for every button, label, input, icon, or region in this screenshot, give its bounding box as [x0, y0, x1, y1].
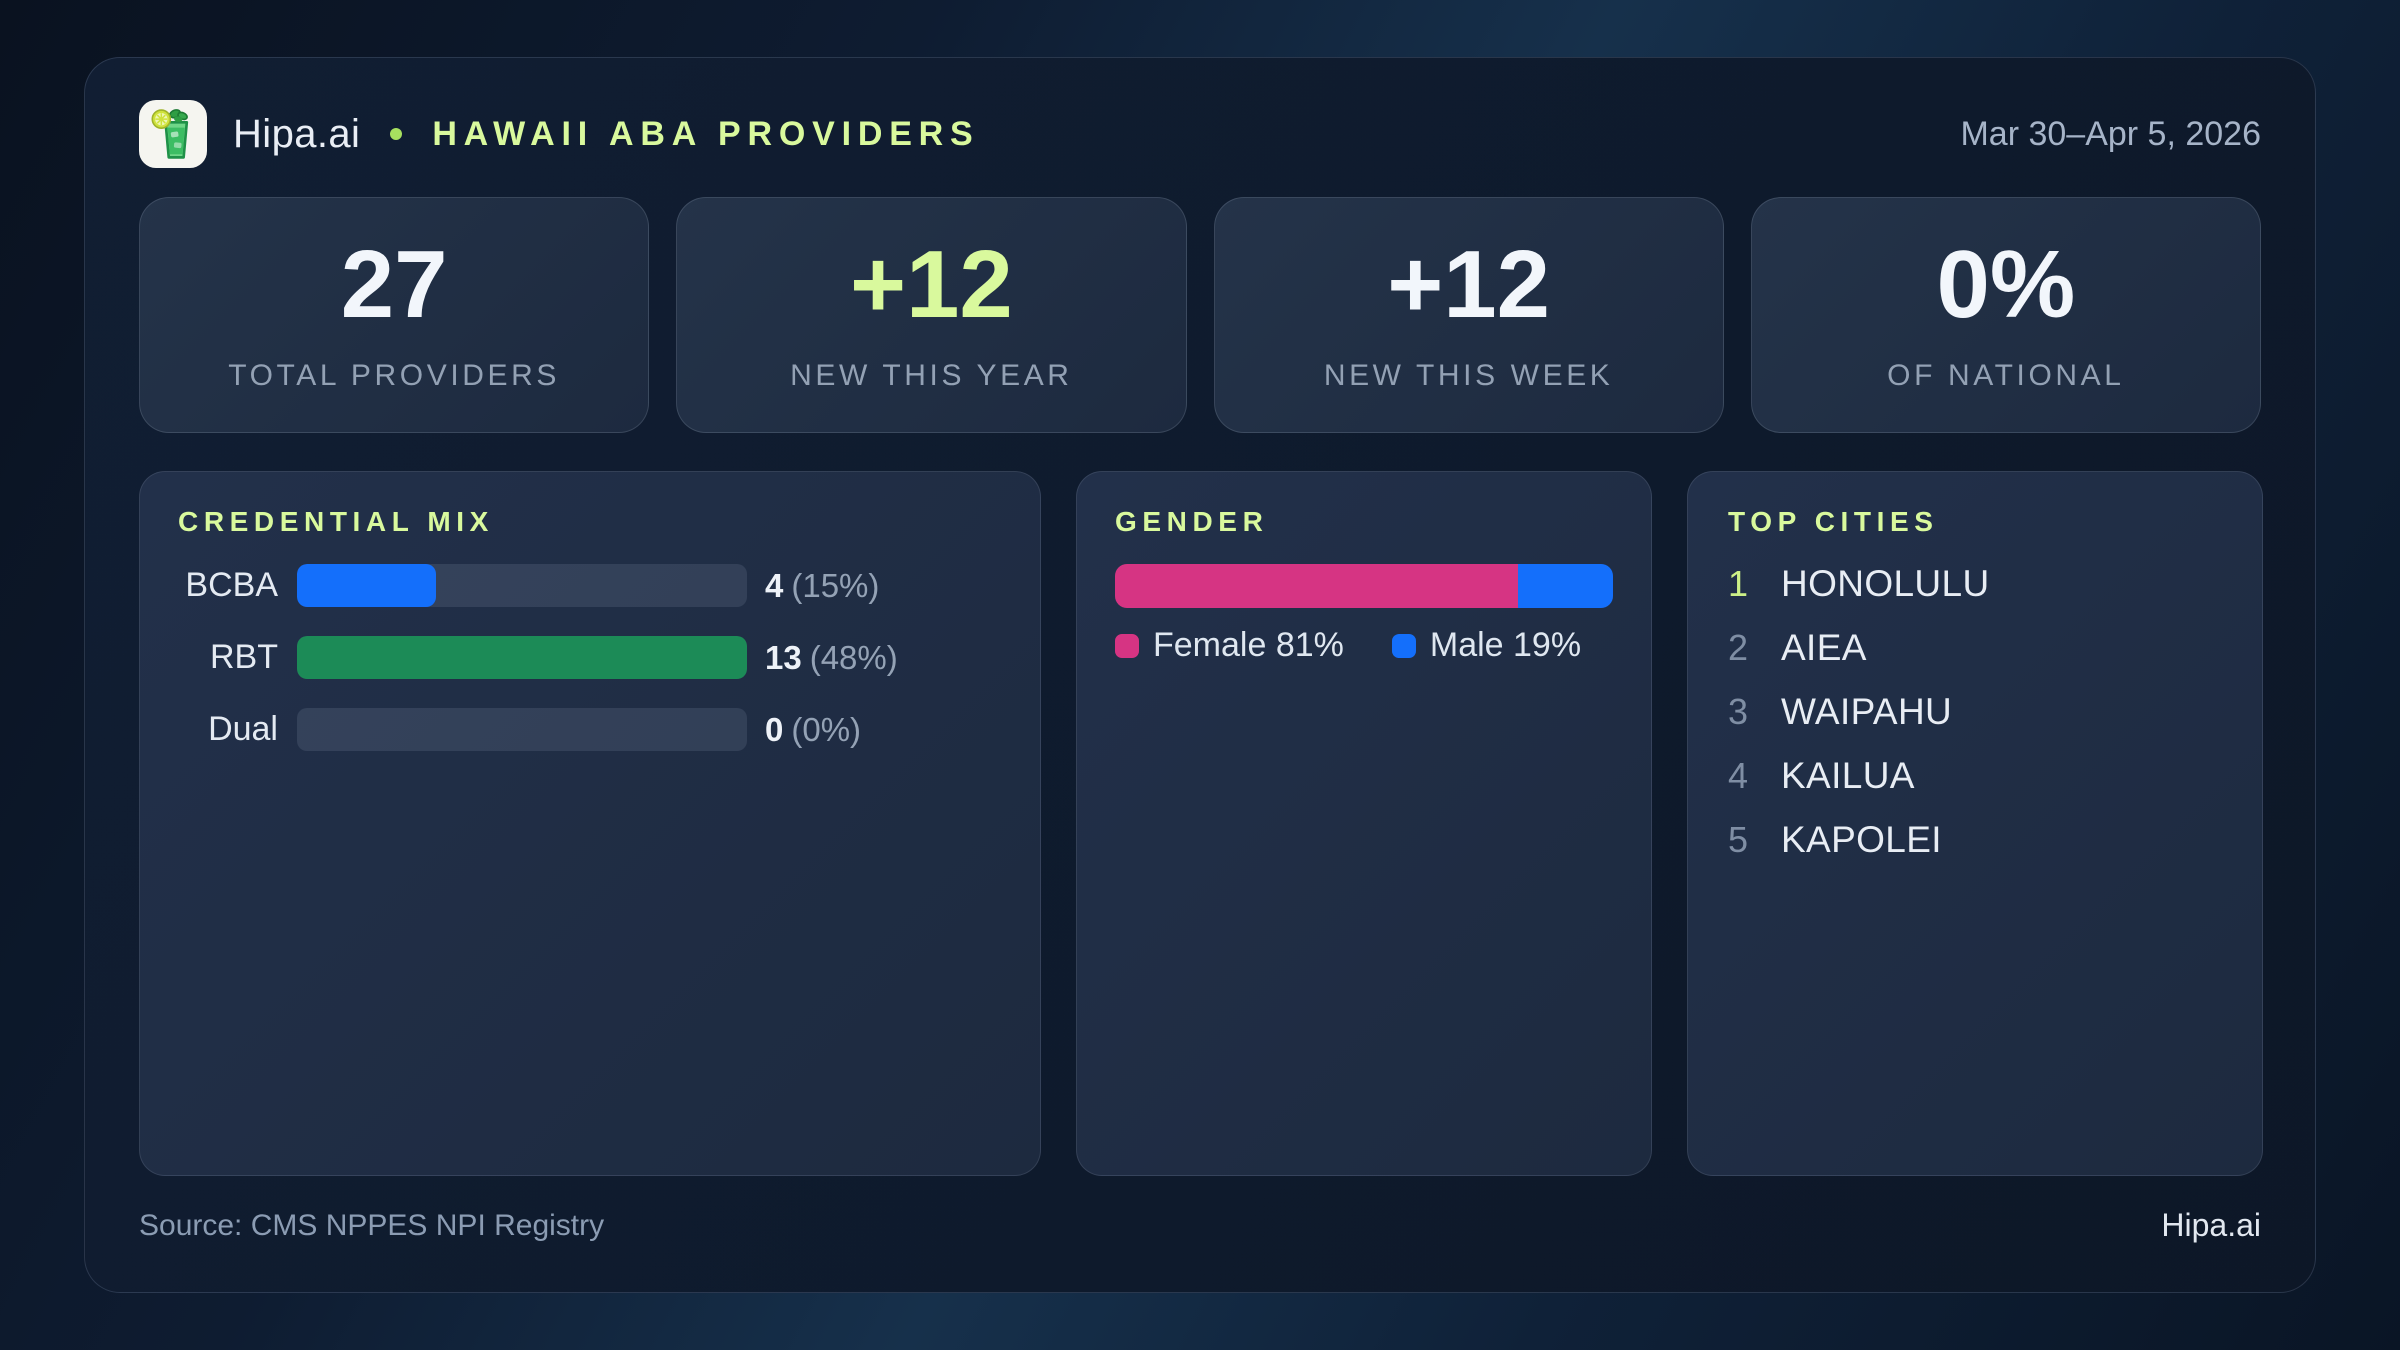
- brand-name: Hipa.ai: [233, 111, 361, 156]
- bar-track: [297, 636, 747, 679]
- city-name: KAPOLEI: [1781, 819, 1942, 860]
- bar-percent: (15%): [791, 566, 880, 604]
- bar-row-dual: Dual 0 (0%): [178, 708, 1002, 751]
- gender-segment-female: [1115, 564, 1519, 608]
- credential-bar-chart: BCBA 4 (15%) RBT 13 (48%) Dual 0 (0%): [178, 564, 1002, 751]
- stat-label: TOTAL PROVIDERS: [228, 359, 561, 392]
- stat-card-new-this-week: +12 NEW THIS WEEK: [1213, 197, 1724, 433]
- panel-gender: GENDER Female 81% Male 19%: [1076, 471, 1652, 1176]
- bar-label: BCBA: [185, 566, 278, 604]
- bar-value: 0 (0%): [765, 710, 862, 748]
- panel-title: CREDENTIAL MIX: [178, 506, 494, 537]
- city-rank: 1: [1728, 563, 1749, 604]
- gender-legend: Female 81% Male 19%: [1115, 626, 1613, 665]
- city-name: AIEA: [1781, 627, 1867, 668]
- bar-track: [297, 564, 747, 607]
- gender-segment-male: [1518, 564, 1613, 608]
- legend-item-female: Female 81%: [1115, 626, 1344, 665]
- stat-value: +12: [1387, 231, 1551, 338]
- stat-card-total-providers: 27 TOTAL PROVIDERS: [139, 197, 650, 433]
- bar-fill: [297, 564, 436, 607]
- stat-card-of-national: 0% OF NATIONAL: [1750, 197, 2261, 433]
- city-name: WAIPAHU: [1781, 691, 1953, 732]
- dashboard-card: Hipa.ai HAWAII ABA PROVIDERS Mar 30–Apr …: [84, 57, 2316, 1293]
- bar-fill: [297, 636, 747, 679]
- date-range: Mar 30–Apr 5, 2026: [1960, 114, 2261, 153]
- bar-label: RBT: [210, 638, 278, 676]
- footer-source: Source: CMS NPPES NPI Registry: [139, 1208, 605, 1242]
- city-row: 1 HONOLULU: [1728, 563, 2224, 604]
- city-rank: 2: [1728, 627, 1749, 668]
- legend-label: Female 81%: [1153, 626, 1344, 664]
- bar-row-rbt: RBT 13 (48%): [178, 636, 1002, 679]
- panel-title: GENDER: [1115, 506, 1269, 537]
- bar-track: [297, 708, 747, 751]
- city-name: KAILUA: [1781, 755, 1915, 796]
- panel-title: TOP CITIES: [1728, 506, 1939, 537]
- stat-label: OF NATIONAL: [1887, 359, 2125, 392]
- city-row: 4 KAILUA: [1728, 755, 2224, 796]
- bar-percent: (0%): [791, 710, 862, 748]
- legend-item-male: Male 19%: [1391, 626, 1582, 665]
- stat-value: +12: [849, 231, 1013, 338]
- city-rank: 3: [1728, 691, 1749, 732]
- city-rank: 4: [1728, 755, 1749, 796]
- city-row: 3 WAIPAHU: [1728, 691, 2224, 732]
- footer-brand: Hipa.ai: [2161, 1207, 2261, 1243]
- male-swatch-icon: [1391, 633, 1416, 658]
- stat-card-new-this-year: +12 NEW THIS YEAR: [676, 197, 1187, 433]
- stat-label: NEW THIS YEAR: [790, 359, 1073, 392]
- footer: Source: CMS NPPES NPI Registry Hipa.ai: [139, 1207, 2261, 1292]
- panel-credential-mix: CREDENTIAL MIX BCBA 4 (15%) RBT 13 (48%) D…: [139, 471, 1041, 1176]
- header: Hipa.ai HAWAII ABA PROVIDERS Mar 30–Apr …: [139, 86, 2261, 182]
- female-swatch-icon: [1115, 633, 1139, 658]
- gender-stacked-bar: [1115, 564, 1613, 608]
- bar-label: Dual: [208, 710, 278, 748]
- bar-value: 4 (15%): [765, 566, 880, 604]
- bar-row-bcba: BCBA 4 (15%): [178, 564, 1002, 607]
- city-rank: 5: [1728, 819, 1749, 860]
- stat-value: 27: [340, 231, 448, 338]
- panels-row: CREDENTIAL MIX BCBA 4 (15%) RBT 13 (48%) D…: [139, 471, 2263, 1176]
- bar-percent: (48%): [809, 638, 898, 676]
- separator-dot-icon: [390, 128, 403, 140]
- city-name: HONOLULU: [1781, 563, 1990, 604]
- top-cities-list: 1 HONOLULU 2 AIEA 3 WAIPAHU 4 KAILUA 5: [1728, 563, 2224, 860]
- stat-label: NEW THIS WEEK: [1323, 359, 1614, 392]
- legend-label: Male 19%: [1429, 626, 1582, 664]
- city-row: 5 KAPOLEI: [1728, 819, 2224, 860]
- city-row: 2 AIEA: [1728, 627, 2224, 668]
- panel-top-cities: TOP CITIES 1 HONOLULU 2 AIEA 3 WAIPAHU 4…: [1687, 471, 2263, 1176]
- stat-cards-row: 27 TOTAL PROVIDERS +12 NEW THIS YEAR +12…: [139, 197, 2261, 433]
- bar-value: 13 (48%): [765, 638, 898, 676]
- mojito-logo-icon: [139, 100, 207, 168]
- page-title: HAWAII ABA PROVIDERS: [432, 114, 980, 153]
- stat-value: 0%: [1936, 231, 2076, 338]
